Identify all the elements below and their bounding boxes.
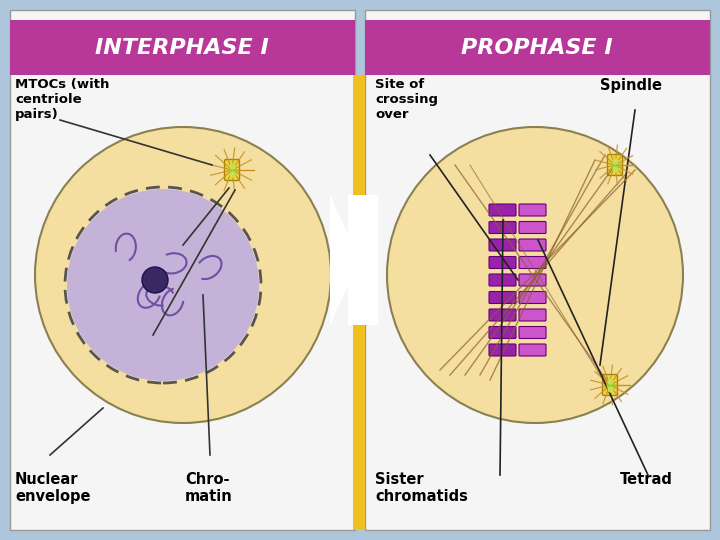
FancyBboxPatch shape	[10, 20, 355, 75]
FancyBboxPatch shape	[608, 154, 623, 176]
Text: INTERPHASE I: INTERPHASE I	[95, 38, 269, 58]
Polygon shape	[330, 195, 360, 325]
FancyBboxPatch shape	[489, 292, 516, 303]
FancyBboxPatch shape	[489, 344, 516, 356]
FancyBboxPatch shape	[519, 221, 546, 233]
FancyBboxPatch shape	[10, 10, 355, 530]
FancyBboxPatch shape	[225, 159, 240, 180]
FancyBboxPatch shape	[348, 195, 378, 325]
FancyBboxPatch shape	[353, 75, 365, 530]
FancyBboxPatch shape	[519, 256, 546, 268]
FancyBboxPatch shape	[519, 344, 546, 356]
FancyBboxPatch shape	[519, 239, 546, 251]
Text: PROPHASE I: PROPHASE I	[462, 38, 613, 58]
Text: Sister
chromatids: Sister chromatids	[375, 472, 468, 504]
FancyBboxPatch shape	[489, 239, 516, 251]
FancyBboxPatch shape	[519, 204, 546, 216]
Circle shape	[67, 189, 259, 381]
FancyBboxPatch shape	[365, 20, 710, 75]
FancyBboxPatch shape	[519, 309, 546, 321]
Polygon shape	[348, 195, 378, 325]
Text: Chro-
matin: Chro- matin	[185, 472, 233, 504]
FancyBboxPatch shape	[489, 256, 516, 268]
FancyBboxPatch shape	[489, 221, 516, 233]
FancyBboxPatch shape	[365, 10, 710, 530]
Circle shape	[35, 127, 331, 423]
FancyBboxPatch shape	[489, 327, 516, 339]
Text: Tetrad: Tetrad	[620, 472, 673, 487]
FancyBboxPatch shape	[489, 274, 516, 286]
FancyBboxPatch shape	[519, 274, 546, 286]
Text: Spindle: Spindle	[600, 78, 662, 93]
FancyBboxPatch shape	[519, 292, 546, 303]
Text: Nuclear
envelope: Nuclear envelope	[15, 472, 91, 504]
Circle shape	[387, 127, 683, 423]
Text: Site of
crossing
over: Site of crossing over	[375, 78, 438, 121]
FancyBboxPatch shape	[519, 327, 546, 339]
FancyBboxPatch shape	[489, 309, 516, 321]
Text: MTOCs (with
centriole
pairs): MTOCs (with centriole pairs)	[15, 78, 109, 121]
Circle shape	[142, 267, 168, 293]
FancyBboxPatch shape	[489, 204, 516, 216]
FancyBboxPatch shape	[603, 375, 618, 395]
